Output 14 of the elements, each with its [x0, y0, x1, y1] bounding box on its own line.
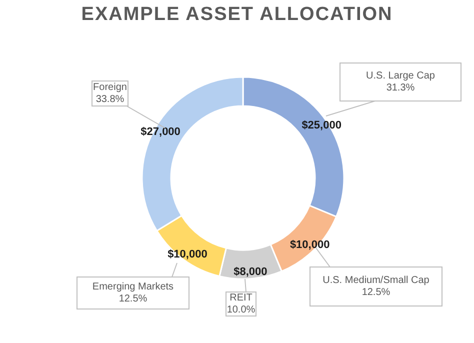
text: 12.5%: [362, 287, 390, 298]
data-label: $27,000: [140, 126, 180, 138]
slice-label: U.S. Medium/Small Cap: [322, 275, 430, 286]
chart-title: EXAMPLE ASSET ALLOCATION: [80, 4, 394, 26]
text: 10.0%: [226, 304, 256, 316]
text: 31.3%: [386, 82, 415, 94]
data-label: $10,000: [290, 238, 330, 251]
slice-label: REIT: [230, 292, 252, 304]
data-label: $8,000: [234, 266, 268, 278]
text: 12.5%: [118, 294, 148, 304]
text: 33.8%: [96, 94, 124, 105]
slice-label: Emerging Markets: [92, 282, 174, 292]
slice-label: U.S. Large Cap: [366, 70, 436, 82]
slice-label: Foreign: [93, 82, 127, 93]
